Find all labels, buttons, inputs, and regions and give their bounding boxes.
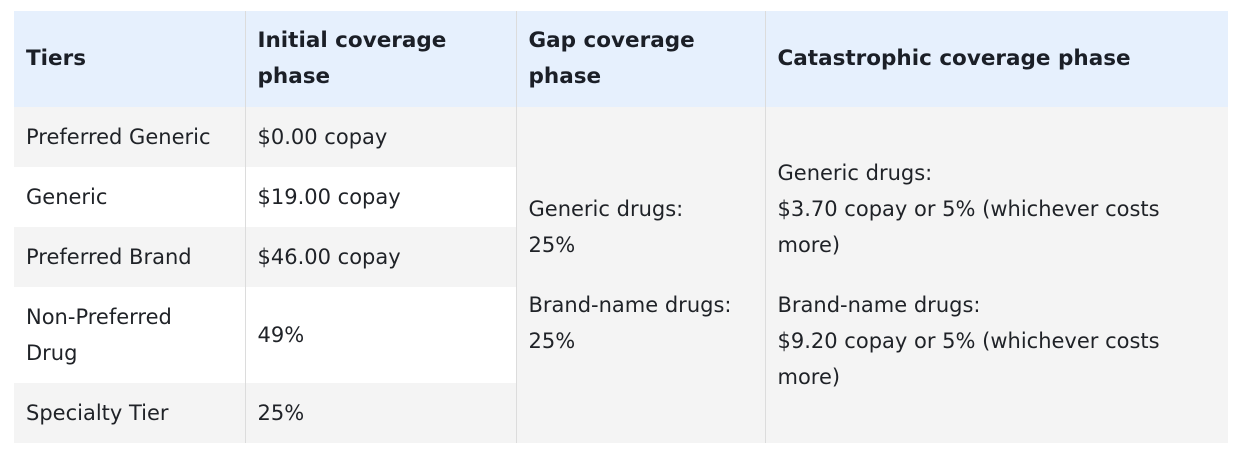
catastrophic-generic-value-line-2: more) xyxy=(777,233,841,257)
table-row: Preferred Generic $0.00 copay Generic dr… xyxy=(14,107,1228,443)
catastrophic-generic-value-line-1: $3.70 copay or 5% (whichever costs xyxy=(777,197,1160,221)
table-row: Non-Preferred Drug 49% xyxy=(14,287,1228,383)
gap-brand: Brand-name drugs: 25% xyxy=(529,287,753,359)
table-header-row: Tiers Initial coverage phase Gap coverag… xyxy=(14,11,1228,107)
header-gap-line-2: phase xyxy=(528,64,602,89)
catastrophic-brand-value-line-2: more) xyxy=(777,365,841,389)
header-tiers: Tiers xyxy=(14,11,245,107)
gap-generic-value: 25% xyxy=(528,233,576,257)
gap-brand-label: Brand-name drugs: xyxy=(528,293,732,317)
header-initial-line-1: Initial coverage xyxy=(257,28,447,53)
header-initial-coverage: Initial coverage phase xyxy=(244,11,516,107)
gap-generic-label: Generic drugs: xyxy=(528,197,684,221)
tier-line-1: Non-Preferred xyxy=(26,305,172,329)
initial-cell: $0.00 copay xyxy=(244,107,516,167)
table-row: Specialty Tier 25% xyxy=(14,383,1228,443)
header-gap-line-1: Gap coverage xyxy=(528,28,695,53)
tier-cell: Generic xyxy=(14,167,245,227)
catastrophic-generic-label: Generic drugs: xyxy=(777,161,933,185)
table-row: Preferred Brand $46.00 copay xyxy=(14,227,1228,287)
initial-cell: 25% xyxy=(244,383,516,443)
coverage-phases-table: Tiers Initial coverage phase Gap coverag… xyxy=(14,11,1228,443)
tier-cell: Specialty Tier xyxy=(14,383,245,443)
initial-cell: $19.00 copay xyxy=(244,167,516,227)
catastrophic-generic: Generic drugs: $3.70 copay or 5% (whiche… xyxy=(778,155,1217,263)
catastrophic-brand: Brand-name drugs: $9.20 copay or 5% (whi… xyxy=(778,287,1217,395)
tier-line-2: Drug xyxy=(26,341,78,365)
table-row: Generic $19.00 copay xyxy=(14,167,1228,227)
tier-cell: Preferred Generic xyxy=(14,107,245,167)
initial-cell: 49% xyxy=(244,287,516,383)
catastrophic-brand-value-line-1: $9.20 copay or 5% (whichever costs xyxy=(777,329,1160,353)
initial-cell: $46.00 copay xyxy=(244,227,516,287)
gap-brand-value: 25% xyxy=(528,329,576,353)
header-catastrophic-coverage: Catastrophic coverage phase xyxy=(764,11,1228,107)
header-gap-coverage: Gap coverage phase xyxy=(515,11,765,107)
tier-cell: Non-Preferred Drug xyxy=(14,287,245,383)
header-initial-line-2: phase xyxy=(257,64,331,89)
coverage-table-container: Tiers Initial coverage phase Gap coverag… xyxy=(14,11,1228,443)
tier-cell: Preferred Brand xyxy=(14,227,245,287)
gap-coverage-cell: Generic drugs: 25% Brand-name drugs: 25% xyxy=(515,107,765,443)
catastrophic-brand-label: Brand-name drugs: xyxy=(777,293,981,317)
catastrophic-coverage-cell: Generic drugs: $3.70 copay or 5% (whiche… xyxy=(764,107,1228,443)
gap-generic: Generic drugs: 25% xyxy=(529,191,753,263)
